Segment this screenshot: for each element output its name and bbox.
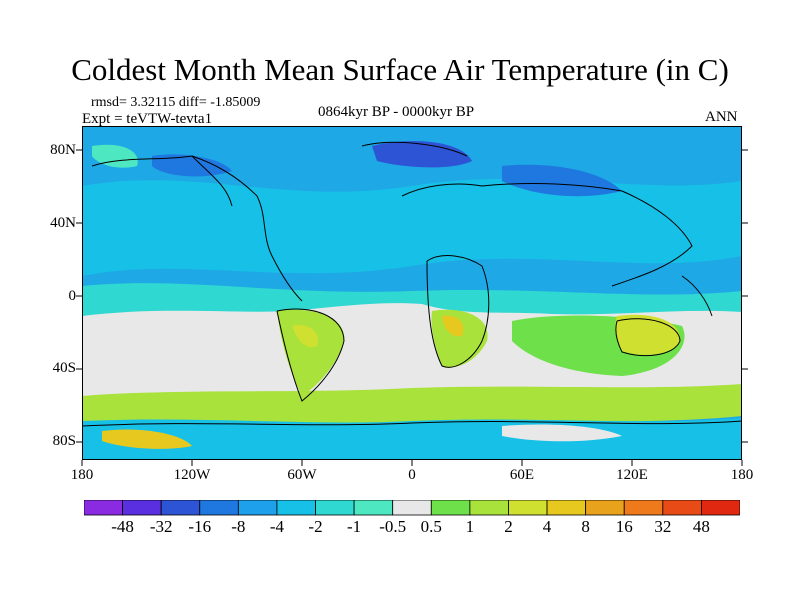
- field-north-america-cold: [152, 154, 232, 177]
- lon-label-120w: 120W: [173, 467, 211, 483]
- axis-ticks: [76, 149, 748, 466]
- map-title: Coldest Month Mean Surface Air Temperatu…: [71, 52, 729, 87]
- colorbar-label: 0.5: [420, 517, 442, 536]
- colorbar-swatch: [469, 500, 509, 516]
- field-band-mid: [82, 178, 742, 276]
- lon-label-0: 0: [408, 467, 416, 483]
- field-south-america-warm: [277, 309, 345, 396]
- colorbar-label: 48: [692, 517, 710, 536]
- field-australia-warm: [615, 314, 681, 355]
- colorbar-swatch: [199, 500, 239, 516]
- field-antarctic-neutral: [502, 424, 622, 442]
- colorbar-label: -48: [111, 517, 134, 536]
- colorbar-swatch: [84, 500, 123, 516]
- stats-text: rmsd= 3.32115 diff= -1.85009: [91, 95, 261, 110]
- lon-label-60e: 60E: [509, 467, 535, 483]
- colorbar-label: -16: [188, 517, 212, 536]
- colorbar-swatch: [315, 500, 355, 516]
- lat-label-40n: 40N: [50, 215, 76, 231]
- map-plot: [82, 126, 742, 460]
- lat-label-40s: 40S: [52, 360, 76, 376]
- colorbar-swatch: [662, 500, 702, 516]
- colorbar-swatch: [701, 500, 740, 516]
- lat-label-80n: 80N: [50, 142, 76, 158]
- period-text: 0864kyr BP - 0000kyr BP: [318, 104, 475, 120]
- field-south-america-hot: [292, 325, 318, 348]
- colorbar-swatch: [276, 500, 316, 516]
- colorbar-label: 32: [654, 517, 672, 536]
- lon-label-180w: 180: [70, 467, 94, 483]
- field-southern-ocean-warm: [82, 384, 742, 426]
- season-text: ANN: [705, 109, 738, 125]
- colorbar-label: 16: [615, 517, 633, 536]
- colorbar-swatch: [430, 500, 471, 516]
- colorbar-label: -8: [231, 517, 246, 536]
- colorbar-swatch: [353, 500, 394, 516]
- colorbar-label: -32: [149, 517, 173, 536]
- coastlines: [82, 141, 742, 427]
- field-arctic-cold: [372, 141, 472, 168]
- experiment-text: Expt = teVTW-tevta1: [82, 111, 213, 127]
- colorbar-label: 8: [581, 517, 590, 536]
- lon-label-60w: 60W: [287, 467, 317, 483]
- lat-label-80s: 80S: [52, 433, 76, 449]
- colorbar-swatch: [237, 500, 278, 516]
- colorbar-swatch: [623, 500, 664, 516]
- colorbar-label: 4: [542, 517, 552, 536]
- lat-label-equator: 0: [68, 288, 77, 304]
- field-africa-hot: [442, 315, 464, 337]
- lon-label-180e: 180: [730, 467, 754, 483]
- field-antarctic-warm-patch: [102, 429, 192, 449]
- colorbar-label: -1: [347, 517, 362, 536]
- colorbar-swatch: [392, 500, 432, 516]
- field-alaska-mild: [92, 144, 138, 168]
- lon-label-120e: 120E: [616, 467, 648, 483]
- colorbar: [84, 500, 740, 516]
- colorbar-label: -0.5: [379, 517, 407, 536]
- colorbar-label: 2: [504, 517, 513, 536]
- colorbar-swatch: [160, 500, 201, 516]
- colorbar-label: -2: [308, 517, 323, 536]
- colorbar-label: -4: [269, 517, 285, 536]
- colorbar-swatch: [122, 500, 162, 516]
- field-siberia-cold: [502, 164, 622, 197]
- map-frame: [82, 126, 742, 460]
- colorbar-swatch: [585, 500, 625, 516]
- colorbar-swatch: [546, 500, 587, 516]
- colorbar-swatch: [508, 500, 548, 516]
- colorbar-label: 1: [465, 517, 475, 536]
